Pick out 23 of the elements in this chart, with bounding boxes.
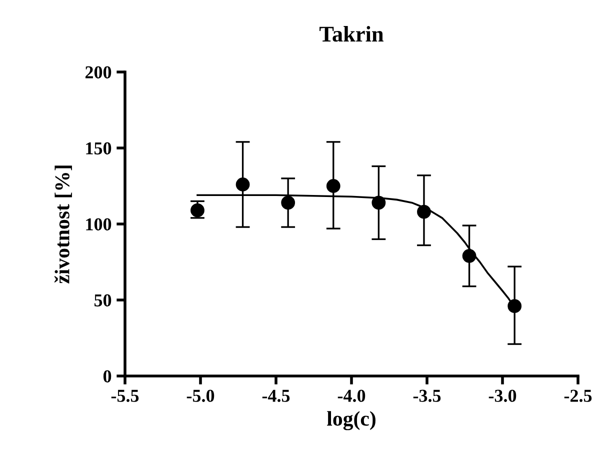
x-tick-label: -5.5	[111, 390, 139, 402]
y-tick-label: 0	[103, 370, 112, 382]
x-tick-label: -4.5	[262, 390, 290, 402]
y-tick-label: 50	[94, 294, 112, 306]
point	[326, 179, 340, 193]
point	[236, 178, 250, 192]
y-tick-label: 100	[86, 218, 112, 230]
y-axis-title: životnost [%]	[54, 166, 72, 284]
x-tick-label: -5.0	[186, 390, 214, 402]
point	[417, 204, 431, 219]
chart-title: Takrin	[320, 26, 384, 42]
point	[281, 196, 296, 210]
x-tick-label: -2.5	[564, 390, 592, 402]
x-axis-title: log(c)	[327, 411, 376, 430]
x-tick-label: -3.5	[413, 390, 441, 402]
y-tick-label: 200	[85, 66, 112, 78]
point	[462, 248, 476, 263]
point	[190, 203, 204, 218]
x-tick-label: -3.0	[488, 390, 516, 402]
x-tick-label: -4.0	[338, 390, 366, 402]
point	[508, 299, 522, 314]
y-tick-label: 150	[86, 142, 112, 154]
point	[372, 196, 386, 210]
